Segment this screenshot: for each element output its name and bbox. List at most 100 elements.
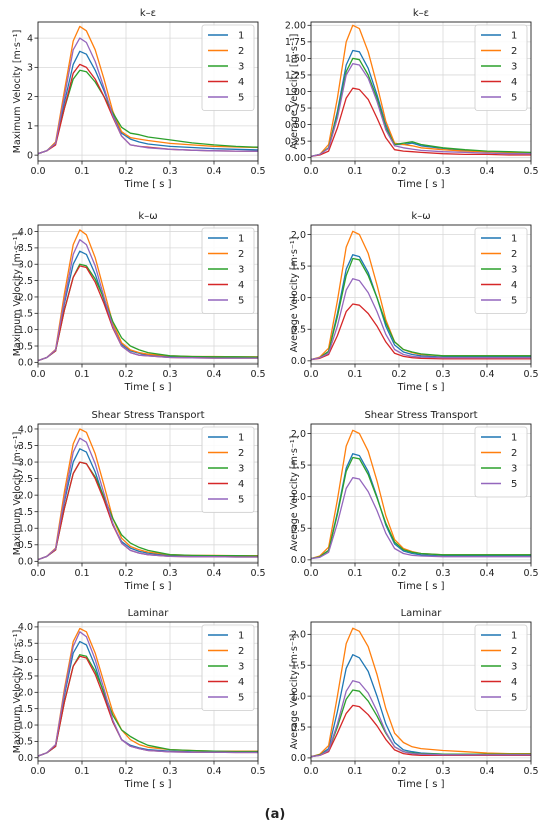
axes-frame bbox=[310, 224, 532, 365]
y-tick-label: 1.5 bbox=[18, 507, 33, 518]
x-tick-label: 0.5 bbox=[523, 766, 538, 777]
legend-label-1: 1 bbox=[238, 433, 244, 444]
y-tick-label: 2 bbox=[27, 92, 33, 103]
y-tick-label: 3 bbox=[27, 63, 33, 74]
axes-frame bbox=[37, 21, 259, 162]
series-line-5 bbox=[38, 437, 258, 561]
legend-label-2: 2 bbox=[511, 46, 517, 57]
y-tick-label: 1.5 bbox=[291, 460, 306, 471]
legend-label-5: 5 bbox=[511, 296, 517, 307]
x-tick-label: 0.5 bbox=[523, 166, 538, 177]
x-tick-label: 0.2 bbox=[391, 568, 406, 579]
axes-frame bbox=[37, 423, 259, 564]
series-line-1 bbox=[311, 49, 531, 158]
x-tick-label: 0.4 bbox=[206, 369, 221, 380]
x-tick-label: 0.3 bbox=[435, 766, 450, 777]
y-tick-label: 1.75 bbox=[285, 37, 306, 48]
x-tick-label: 0.0 bbox=[30, 166, 45, 177]
y-tick-label: 2.0 bbox=[18, 292, 33, 303]
legend: 1 2 3 4 5 bbox=[474, 624, 528, 711]
x-axis-label: Time [ s ] bbox=[123, 382, 171, 393]
legend-label-2: 2 bbox=[238, 249, 244, 260]
y-tick-label: 1.00 bbox=[285, 87, 306, 98]
y-tick-label: 0.75 bbox=[285, 103, 306, 114]
y-tick-label: 4.0 bbox=[18, 227, 33, 238]
y-tick-label: 0.00 bbox=[285, 153, 306, 164]
x-tick-label: 0.4 bbox=[479, 568, 494, 579]
y-tick-label: 0.5 bbox=[18, 341, 33, 352]
y-tick-label: 1.0 bbox=[18, 325, 33, 336]
series-line-4 bbox=[311, 303, 531, 361]
y-tick-label: 0.25 bbox=[285, 136, 306, 147]
x-axis-label: Time [ s ] bbox=[396, 581, 444, 592]
x-tick-label: 0.2 bbox=[118, 568, 133, 579]
x-tick-label: 0.3 bbox=[435, 166, 450, 177]
x-tick-label: 0.0 bbox=[303, 369, 318, 380]
legend-label-5: 5 bbox=[238, 495, 244, 506]
y-tick-label: 0.50 bbox=[285, 120, 306, 131]
y-tick-label: 3.5 bbox=[18, 639, 33, 650]
series-line-2 bbox=[38, 25, 258, 155]
series-line-4 bbox=[311, 87, 531, 158]
y-tick-label: 0 bbox=[27, 150, 33, 161]
series-line-5 bbox=[311, 63, 531, 158]
y-tick-label: 0.5 bbox=[291, 325, 306, 336]
series-line-5 bbox=[311, 278, 531, 361]
axes-frame bbox=[310, 423, 532, 564]
legend-label-4: 4 bbox=[511, 280, 517, 291]
y-tick-label: 0.0 bbox=[18, 753, 33, 764]
chart-title: Shear Stress Transport bbox=[91, 410, 204, 421]
y-tick-label: 2.00 bbox=[285, 21, 306, 32]
x-tick-label: 0.3 bbox=[162, 369, 177, 380]
y-tick-label: 1.0 bbox=[291, 293, 306, 304]
y-tick-label: 2.0 bbox=[291, 630, 306, 641]
x-axis-label: Time [ s ] bbox=[123, 581, 171, 592]
x-axis-label: Time [ s ] bbox=[396, 382, 444, 393]
x-axis-label: Time [ s ] bbox=[396, 179, 444, 190]
legend-box bbox=[201, 227, 255, 314]
legend-label-1: 1 bbox=[511, 433, 517, 444]
legend-label-2: 2 bbox=[511, 249, 517, 260]
legend-label-1: 1 bbox=[511, 234, 517, 245]
legend-label-3: 3 bbox=[238, 662, 244, 673]
y-tick-label: 0.0 bbox=[291, 555, 306, 566]
x-tick-label: 0.3 bbox=[435, 369, 450, 380]
x-tick-label: 0.1 bbox=[74, 766, 89, 777]
y-tick-label: 1.50 bbox=[285, 54, 306, 65]
panel-4: 0.0 0.1 0.2 0.3 0.4 0.5 0.0 0.5 1.0 1.5 2.0 k–ω Time… bbox=[289, 211, 539, 393]
y-tick-label: 1.5 bbox=[18, 704, 33, 715]
legend-label-5: 5 bbox=[511, 93, 517, 104]
y-axis-label: Average Velocity [m·s⁻¹] bbox=[289, 634, 300, 750]
legend-box bbox=[201, 624, 255, 711]
y-tick-label: 3.5 bbox=[18, 243, 33, 254]
legend-label-4: 4 bbox=[238, 479, 244, 490]
x-tick-label: 0.4 bbox=[479, 369, 494, 380]
legend: 1 2 3 4 5 bbox=[201, 227, 255, 314]
x-tick-label: 0.2 bbox=[391, 166, 406, 177]
series-line-5 bbox=[38, 631, 258, 757]
legend-label-2: 2 bbox=[511, 448, 517, 459]
y-tick-label: 1.25 bbox=[285, 70, 306, 81]
y-tick-label: 2.5 bbox=[18, 671, 33, 682]
x-tick-label: 0.0 bbox=[303, 568, 318, 579]
legend-label-4: 4 bbox=[238, 77, 244, 88]
chart-title: k–ε bbox=[140, 8, 156, 19]
x-tick-label: 0.3 bbox=[162, 166, 177, 177]
x-tick-label: 0.1 bbox=[347, 568, 362, 579]
legend-label-3: 3 bbox=[511, 265, 517, 276]
panel-7: 0.0 0.1 0.2 0.3 0.4 0.5 0.0 0.5 1.0 1.5 2.0 2.5 3.0 3… bbox=[12, 608, 266, 790]
y-tick-label: 2.0 bbox=[291, 230, 306, 241]
panel-2: 0.0 0.1 0.2 0.3 0.4 0.5 0.00 0.25 0.50 0.75 1.00 1.… bbox=[285, 8, 539, 190]
x-tick-label: 0.5 bbox=[250, 166, 265, 177]
legend-label-1: 1 bbox=[511, 631, 517, 642]
legend-label-3: 3 bbox=[511, 464, 517, 475]
legend-label-5: 5 bbox=[238, 693, 244, 704]
y-tick-label: 4 bbox=[27, 33, 33, 44]
x-tick-label: 0.1 bbox=[347, 766, 362, 777]
x-tick-label: 0.0 bbox=[30, 369, 45, 380]
legend-box bbox=[201, 426, 255, 513]
x-tick-label: 0.0 bbox=[303, 766, 318, 777]
y-tick-label: 1.5 bbox=[291, 661, 306, 672]
x-tick-label: 0.4 bbox=[206, 166, 221, 177]
